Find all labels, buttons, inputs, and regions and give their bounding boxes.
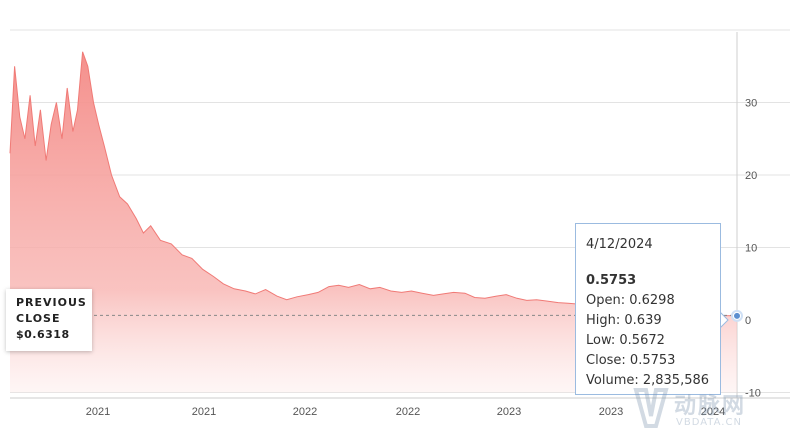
- current-point-marker: [733, 311, 741, 320]
- y-tick-label: -10: [745, 388, 761, 400]
- y-tick-label: 20: [745, 170, 757, 182]
- watermark-logo-icon: [633, 388, 669, 428]
- tooltip-volume: Volume: 2,835,586: [586, 373, 710, 388]
- hover-tooltip: 4/12/2024 0.5753 Open: 0.6298 High: 0.63…: [575, 223, 721, 395]
- tooltip-close: Close: 0.5753: [586, 353, 676, 368]
- watermark: 动脉网 VBDATA.CN: [632, 386, 792, 436]
- watermark-text: 动脉网: [674, 394, 747, 419]
- x-tick-label: 2022: [396, 406, 420, 418]
- x-tick-label: 2021: [192, 406, 216, 418]
- tooltip-date: 4/12/2024: [586, 237, 653, 252]
- tooltip-high: High: 0.639: [586, 313, 662, 328]
- x-tick-label: 2021: [86, 406, 110, 418]
- tooltip-low: Low: 0.5672: [586, 333, 665, 348]
- y-tick-label: 10: [745, 243, 757, 255]
- y-tick-label: 0: [745, 315, 751, 327]
- tooltip-open: Open: 0.6298: [586, 293, 675, 308]
- x-tick-label: 2024: [701, 406, 725, 418]
- previous-close-label: PREVIOUS CLOSE $0.6318: [6, 289, 92, 351]
- y-tick-label: 30: [745, 98, 757, 110]
- x-tick-label: 2023: [497, 406, 521, 418]
- previous-close-value: $0.6318: [16, 328, 70, 341]
- watermark-subtext: VBDATA.CN: [676, 417, 742, 428]
- previous-close-title: PREVIOUS CLOSE: [16, 296, 87, 325]
- x-tick-label: 2023: [599, 406, 623, 418]
- tooltip-value: 0.5753: [586, 273, 637, 288]
- x-tick-label: 2022: [293, 406, 317, 418]
- price-area: [10, 51, 737, 393]
- tooltip-pointer: [719, 311, 729, 329]
